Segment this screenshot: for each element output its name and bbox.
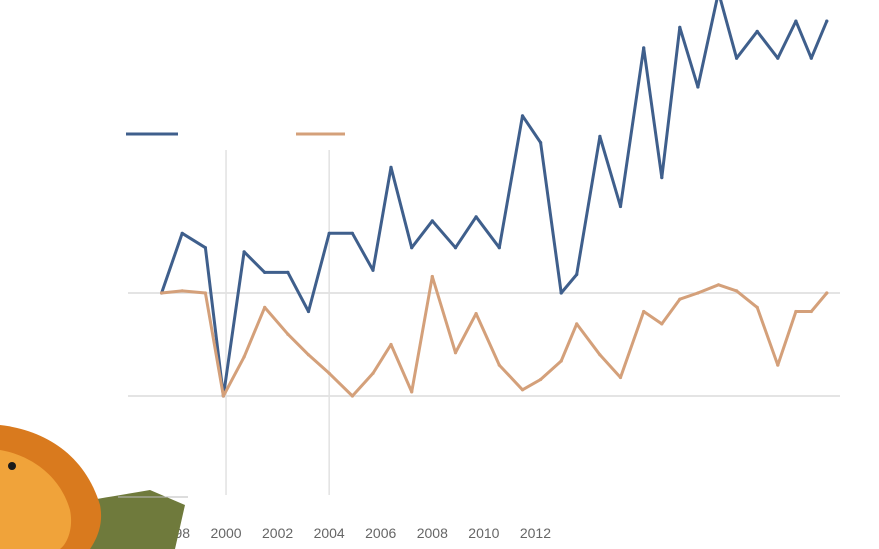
- series-line-2: [160, 275, 829, 398]
- series-1-point: [410, 246, 414, 250]
- series-2-point: [755, 305, 759, 309]
- bird-logo: [0, 425, 188, 549]
- series-1-point: [350, 231, 354, 235]
- series-1-point: [263, 270, 267, 274]
- series-2-point: [575, 322, 579, 326]
- series-1-point: [755, 29, 759, 33]
- series-1-point: [642, 46, 646, 50]
- series-2-point: [371, 371, 375, 375]
- x-tick-label: 2004: [314, 525, 345, 541]
- series-1-point: [735, 56, 739, 60]
- logo-bird-eye: [8, 462, 16, 470]
- series-2-point: [678, 297, 682, 301]
- series-2-point: [497, 363, 501, 367]
- series-1-point: [286, 270, 290, 274]
- series-2-point: [716, 283, 721, 287]
- series-2-point: [598, 353, 602, 357]
- series-1-point: [618, 204, 623, 209]
- x-tick-label: 2008: [417, 525, 448, 541]
- series-1-point: [203, 246, 207, 250]
- series-2-point: [160, 291, 164, 295]
- series-1-point: [389, 165, 393, 169]
- series-1-point: [825, 19, 829, 23]
- x-tick-label: 2010: [468, 525, 499, 541]
- series-2-point: [520, 388, 525, 392]
- series-1-point: [430, 219, 434, 223]
- series-1-point: [776, 56, 780, 60]
- x-tick-label: 2006: [365, 525, 396, 541]
- series-1-point: [327, 231, 331, 235]
- series-2-point: [221, 394, 225, 398]
- x-axis-ticks: 19982000200220042006200820102012: [159, 525, 551, 541]
- x-tick-label: 2000: [210, 525, 241, 541]
- series-1-point: [371, 268, 375, 272]
- series-1-point: [598, 134, 602, 138]
- series-2-point: [735, 289, 739, 293]
- series-2-point: [286, 332, 290, 336]
- series-1-point: [474, 215, 478, 219]
- series-1-point: [660, 176, 664, 180]
- series-2-point: [809, 309, 813, 314]
- series-2-point: [825, 291, 829, 295]
- series-2-point: [350, 394, 354, 398]
- series-1-point: [520, 114, 525, 118]
- series-1-point: [794, 19, 798, 23]
- series-1-point: [180, 231, 184, 235]
- x-tick-label: 2002: [262, 525, 293, 541]
- x-tick-label: 2012: [520, 525, 551, 541]
- series-2-point: [794, 309, 798, 314]
- logo-bird-breast: [0, 450, 72, 549]
- series-1-point: [306, 309, 311, 314]
- series-2-point: [660, 322, 664, 326]
- series-1-point: [575, 272, 579, 277]
- series-2-point: [327, 371, 331, 375]
- series-2-point: [389, 342, 393, 347]
- series-1-point: [678, 25, 682, 29]
- series-2-point: [263, 305, 267, 309]
- series-2-point: [453, 351, 458, 355]
- series-2-point: [306, 353, 311, 357]
- series-line-1: [160, 0, 829, 398]
- series-2-point: [410, 390, 414, 394]
- series-2-point: [430, 274, 434, 279]
- series-1-point: [242, 250, 246, 254]
- series-lines: [160, 0, 829, 398]
- series-2-point: [776, 363, 780, 367]
- series-1-point: [809, 56, 813, 60]
- series-2-point: [539, 377, 543, 382]
- series-2-point: [642, 309, 646, 314]
- series-2-point: [618, 375, 623, 380]
- series-2-point: [180, 289, 184, 293]
- series-2-point: [203, 291, 207, 295]
- series-1-point: [559, 291, 563, 295]
- series-1-point: [696, 85, 700, 89]
- series-1-point: [539, 141, 543, 145]
- series-2-point: [696, 291, 700, 295]
- series-1-point: [497, 246, 501, 250]
- series-2-point: [242, 355, 246, 359]
- series-2-point: [474, 312, 478, 316]
- series-2-point: [559, 359, 563, 363]
- reference-lines: [128, 150, 840, 495]
- series-1-point: [453, 246, 458, 250]
